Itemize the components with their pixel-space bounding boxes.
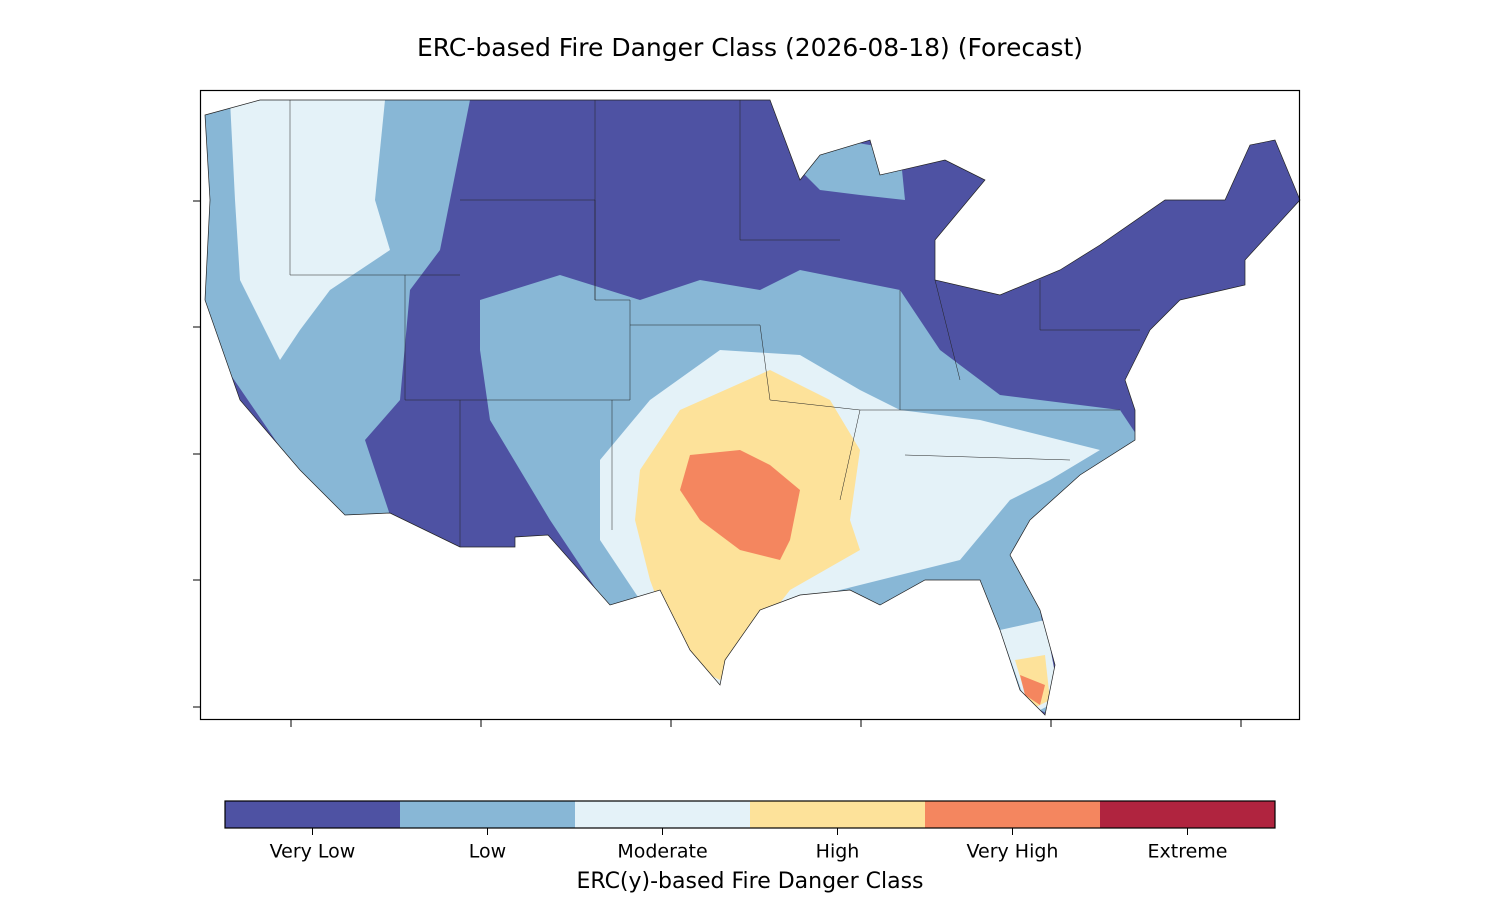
colorbar-segment [750, 801, 926, 828]
colorbar-frame [224, 800, 1276, 829]
colorbar-segment [225, 801, 401, 828]
map-frame [199, 89, 1301, 721]
colorbar-tick-label: Extreme [1148, 841, 1228, 863]
colorbar-tick-label: Low [469, 841, 506, 863]
colorbar-segment [1100, 801, 1276, 828]
colorbar-segment [925, 801, 1101, 828]
colorbar-label: ERC(y)-based Fire Danger Class [576, 869, 923, 894]
colorbar-tick-label: Moderate [617, 841, 707, 863]
colorbar-tick-label: Very High [967, 841, 1059, 863]
region-very-high [680, 450, 800, 560]
title: ERC-based Fire Danger Class (2026-08-18)… [417, 33, 1083, 62]
colorbar-segment [575, 801, 751, 828]
map [205, 100, 1300, 715]
colorbar-tick-label: High [816, 841, 860, 863]
state-lines [289, 100, 1140, 547]
colorbar: Very Low Low Moderate High Very High Extreme [224, 800, 1276, 863]
colorbar-tick-label: Very Low [270, 841, 356, 863]
colorbar-segment [400, 801, 576, 828]
axis-ticks [193, 200, 1242, 727]
coastline [204, 99, 1301, 716]
region-moderate [230, 100, 390, 360]
region-very-high [1020, 675, 1045, 705]
